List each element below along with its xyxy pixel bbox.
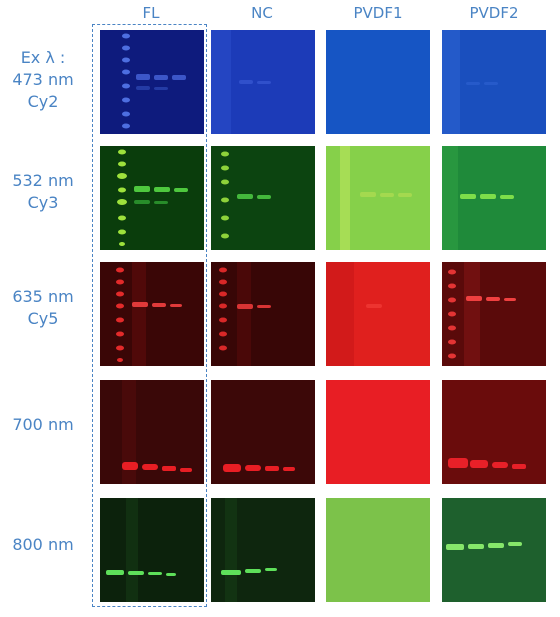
blot-pvdf2-532nm — [442, 146, 546, 250]
blot-pvdf1-700nm — [326, 380, 430, 484]
row-label-line: 800 nm — [12, 535, 74, 554]
blot-pvdf1-800nm — [326, 498, 430, 602]
column-header-fl: FL — [142, 4, 160, 22]
row-label-line: 473 nm — [12, 70, 74, 89]
row-label-532nm: 532 nm Cy3 — [0, 170, 86, 214]
blot-fl-700nm — [100, 380, 204, 484]
blot-pvdf2-700nm — [442, 380, 546, 484]
row-label-line: Cy5 — [27, 309, 59, 328]
row-label-line: Ex λ : — [20, 48, 66, 67]
column-header-nc: NC — [251, 4, 273, 22]
row-label-line: 635 nm — [12, 287, 74, 306]
blot-pvdf2-635nm — [442, 262, 546, 366]
blot-pvdf1-473nm — [326, 30, 430, 134]
blot-nc-800nm — [211, 498, 315, 602]
row-label-line: Cy3 — [27, 193, 59, 212]
blot-pvdf2-800nm — [442, 498, 546, 602]
blot-nc-700nm — [211, 380, 315, 484]
blot-nc-635nm — [211, 262, 315, 366]
row-label-700nm: 700 nm — [0, 414, 86, 436]
row-label-line: 532 nm — [12, 171, 74, 190]
row-label-800nm: 800 nm — [0, 534, 86, 556]
blot-fl-532nm — [100, 146, 204, 250]
blot-fl-800nm — [100, 498, 204, 602]
blot-fl-473nm — [100, 30, 204, 134]
row-label-line: Cy2 — [27, 92, 59, 111]
column-header-pvdf1: PVDF1 — [353, 4, 403, 22]
column-header-pvdf2: PVDF2 — [469, 4, 519, 22]
row-label-635nm: 635 nm Cy5 — [0, 286, 86, 330]
blot-pvdf1-635nm — [326, 262, 430, 366]
row-label-line: 700 nm — [12, 415, 74, 434]
blot-nc-473nm — [211, 30, 315, 134]
blot-pvdf1-532nm — [326, 146, 430, 250]
blot-nc-532nm — [211, 146, 315, 250]
blot-pvdf2-473nm — [442, 30, 546, 134]
fl-column-highlight — [92, 24, 207, 607]
blot-fl-635nm — [100, 262, 204, 366]
row-label-473nm: Ex λ : 473 nm Cy2 — [0, 47, 86, 113]
